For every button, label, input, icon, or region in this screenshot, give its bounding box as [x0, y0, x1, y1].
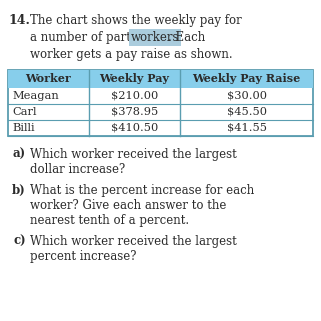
Text: Which worker received the largest: Which worker received the largest — [30, 148, 237, 161]
Bar — [8, 70, 313, 88]
Text: $378.95: $378.95 — [111, 107, 158, 117]
Text: worker? Give each answer to the: worker? Give each answer to the — [30, 199, 226, 212]
Text: Meagan: Meagan — [12, 91, 59, 101]
Text: a): a) — [13, 148, 26, 161]
Text: nearest tenth of a percent.: nearest tenth of a percent. — [30, 214, 189, 227]
Text: c): c) — [13, 235, 26, 248]
Text: $45.50: $45.50 — [227, 107, 267, 117]
Text: $30.00: $30.00 — [227, 91, 267, 101]
Text: worker gets a pay raise as shown.: worker gets a pay raise as shown. — [30, 48, 233, 61]
Text: Weekly Pay: Weekly Pay — [100, 74, 169, 84]
Text: Billi: Billi — [12, 123, 35, 133]
Text: dollar increase?: dollar increase? — [30, 163, 125, 176]
Text: $41.55: $41.55 — [227, 123, 267, 133]
Text: Carl: Carl — [12, 107, 37, 117]
Text: The chart shows the weekly pay for: The chart shows the weekly pay for — [30, 14, 242, 27]
Text: Which worker received the largest: Which worker received the largest — [30, 235, 237, 248]
Text: percent increase?: percent increase? — [30, 250, 136, 263]
Text: b): b) — [12, 184, 26, 197]
Text: Worker: Worker — [26, 74, 71, 84]
Text: Weekly Pay Raise: Weekly Pay Raise — [193, 74, 301, 84]
Text: . Each: . Each — [168, 31, 205, 44]
Bar — [8, 70, 313, 136]
Text: 14.: 14. — [8, 14, 30, 27]
Text: What is the percent increase for each: What is the percent increase for each — [30, 184, 254, 197]
Text: a number of part-time: a number of part-time — [30, 31, 165, 44]
Text: $410.50: $410.50 — [111, 123, 158, 133]
Text: workers: workers — [131, 31, 179, 44]
Text: $210.00: $210.00 — [111, 91, 158, 101]
